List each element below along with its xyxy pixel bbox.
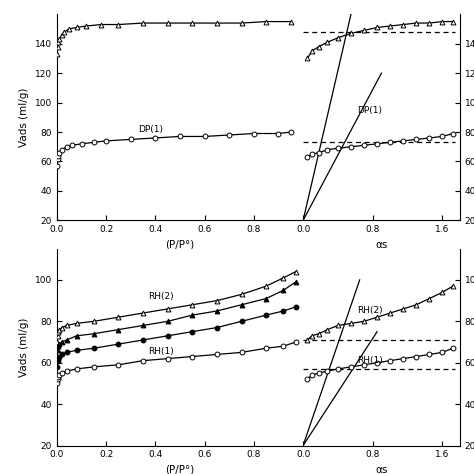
X-axis label: (P/P°): (P/P°) (165, 240, 195, 250)
Text: RH(2): RH(2) (148, 292, 173, 301)
Text: RH(1): RH(1) (148, 347, 174, 356)
Text: RH(1): RH(1) (357, 356, 383, 365)
Text: DP(1): DP(1) (357, 106, 382, 115)
X-axis label: αs: αs (375, 465, 388, 474)
X-axis label: (P/P°): (P/P°) (165, 465, 195, 474)
Text: RH(2): RH(2) (357, 306, 383, 315)
X-axis label: αs: αs (375, 240, 388, 250)
Y-axis label: Vads (ml/g): Vads (ml/g) (19, 318, 29, 377)
Text: DP(1): DP(1) (138, 125, 163, 134)
Y-axis label: Vads (ml/g): Vads (ml/g) (19, 88, 29, 147)
